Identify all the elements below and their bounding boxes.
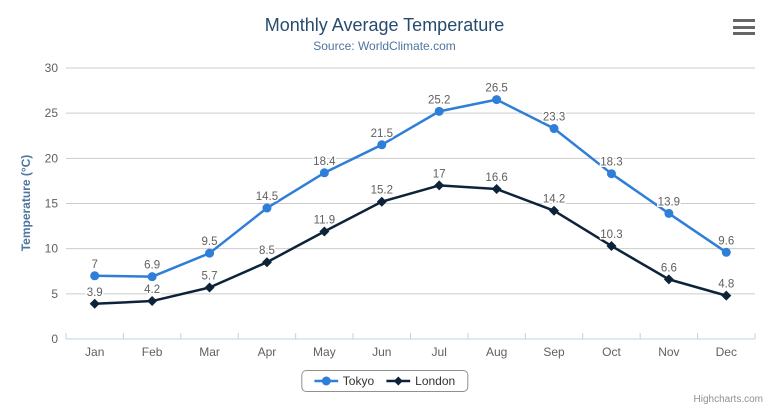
data-label-tokyo-apr: 14.5 [256, 191, 278, 203]
chart-title: Monthly Average Temperature [264, 15, 505, 35]
data-point-london-jul[interactable] [434, 180, 445, 191]
data-point-tokyo-jan[interactable] [90, 271, 100, 281]
data-point-tokyo-apr[interactable] [262, 203, 272, 213]
data-point-london-may[interactable] [319, 226, 330, 237]
data-point-london-sep[interactable] [549, 205, 560, 216]
chart-subtitle: Source: WorldClimate.com [313, 39, 456, 53]
x-axis-tick-label: Jul [432, 345, 447, 359]
data-point-london-oct[interactable] [606, 240, 617, 251]
legend-item-tokyo[interactable]: Tokyo [313, 374, 375, 388]
data-label-london-aug: 16.6 [485, 172, 507, 184]
data-point-tokyo-nov[interactable] [664, 208, 674, 218]
y-axis-tick-label: 5 [51, 287, 58, 301]
x-axis-tick-label: Mar [199, 345, 220, 359]
data-label-london-sep: 14.2 [543, 194, 565, 206]
data-point-tokyo-jun[interactable] [377, 140, 387, 150]
data-label-tokyo-sep: 23.3 [543, 112, 565, 124]
data-label-tokyo-dec: 9.6 [718, 235, 734, 247]
data-label-tokyo-jan: 7 [92, 259, 98, 271]
data-point-london-jan[interactable] [89, 298, 100, 309]
y-axis-tick-label: 30 [45, 61, 59, 75]
data-label-london-jul: 17 [433, 168, 446, 180]
y-axis-tick-label: 10 [45, 242, 59, 256]
x-axis-tick-label: Sep [543, 345, 565, 359]
data-label-tokyo-jun: 21.5 [371, 128, 393, 140]
hamburger-icon [733, 25, 755, 29]
x-axis-tick-label: Jan [85, 345, 104, 359]
data-point-tokyo-dec[interactable] [721, 247, 731, 257]
data-label-tokyo-nov: 13.9 [658, 196, 680, 208]
data-label-london-nov: 6.6 [661, 262, 677, 274]
legend-marker-diamond-icon [386, 376, 411, 386]
x-axis-tick-label: Dec [716, 345, 737, 359]
data-point-tokyo-mar[interactable] [205, 248, 215, 258]
data-point-tokyo-oct[interactable] [606, 169, 616, 179]
data-label-tokyo-aug: 26.5 [485, 83, 507, 95]
data-label-london-dec: 4.8 [718, 279, 734, 291]
legend-item-london[interactable]: London [386, 374, 455, 388]
data-point-tokyo-may[interactable] [319, 168, 329, 178]
data-point-tokyo-sep[interactable] [549, 124, 559, 134]
data-label-tokyo-mar: 9.5 [202, 236, 218, 248]
data-label-tokyo-jul: 25.2 [428, 94, 450, 106]
data-label-london-oct: 10.3 [600, 229, 622, 241]
data-label-london-may: 11.9 [314, 215, 336, 227]
data-point-tokyo-aug[interactable] [492, 95, 502, 105]
data-point-london-nov[interactable] [663, 274, 674, 285]
data-point-london-jun[interactable] [376, 196, 387, 207]
data-point-london-apr[interactable] [261, 257, 272, 268]
y-axis-tick-label: 15 [45, 197, 59, 211]
data-point-london-mar[interactable] [204, 282, 215, 293]
data-point-london-feb[interactable] [147, 296, 158, 307]
legend-label: Tokyo [342, 374, 375, 388]
x-axis-tick-label: Aug [486, 345, 507, 359]
data-label-london-jan: 3.9 [87, 287, 103, 299]
legend-marker-circle-icon [313, 376, 338, 386]
data-point-tokyo-jul[interactable] [434, 106, 444, 116]
x-axis-tick-label: Oct [602, 345, 621, 359]
hamburger-icon [733, 19, 755, 22]
data-label-tokyo-may: 18.4 [313, 156, 336, 168]
data-point-tokyo-feb[interactable] [147, 272, 157, 282]
data-label-london-apr: 8.5 [259, 245, 275, 257]
hamburger-icon [733, 32, 755, 35]
data-point-london-dec[interactable] [721, 290, 732, 301]
legend-label: London [415, 374, 456, 388]
y-axis-tick-label: 25 [45, 106, 59, 120]
y-axis-tick-label: 0 [51, 332, 58, 346]
x-axis-tick-label: Nov [658, 345, 679, 359]
data-label-london-feb: 4.2 [144, 284, 160, 296]
x-axis-tick-label: Jun [372, 345, 391, 359]
x-axis-tick-label: Apr [258, 345, 277, 359]
context-menu-button[interactable] [733, 19, 757, 35]
series-tokyo-line[interactable] [93, 98, 728, 278]
x-axis-tick-label: May [313, 345, 336, 359]
data-label-tokyo-oct: 18.3 [600, 157, 622, 169]
x-axis-tick-label: Feb [142, 345, 163, 359]
series-london-line[interactable] [93, 184, 728, 306]
data-label-london-jun: 15.2 [371, 185, 393, 197]
y-axis-tick-label: 20 [45, 151, 59, 165]
legend: Tokyo London [300, 370, 469, 392]
credits-link[interactable]: Highcharts.com [693, 394, 763, 405]
data-point-london-aug[interactable] [491, 184, 502, 195]
data-label-london-mar: 5.7 [202, 271, 218, 283]
data-label-tokyo-feb: 6.9 [144, 260, 160, 272]
